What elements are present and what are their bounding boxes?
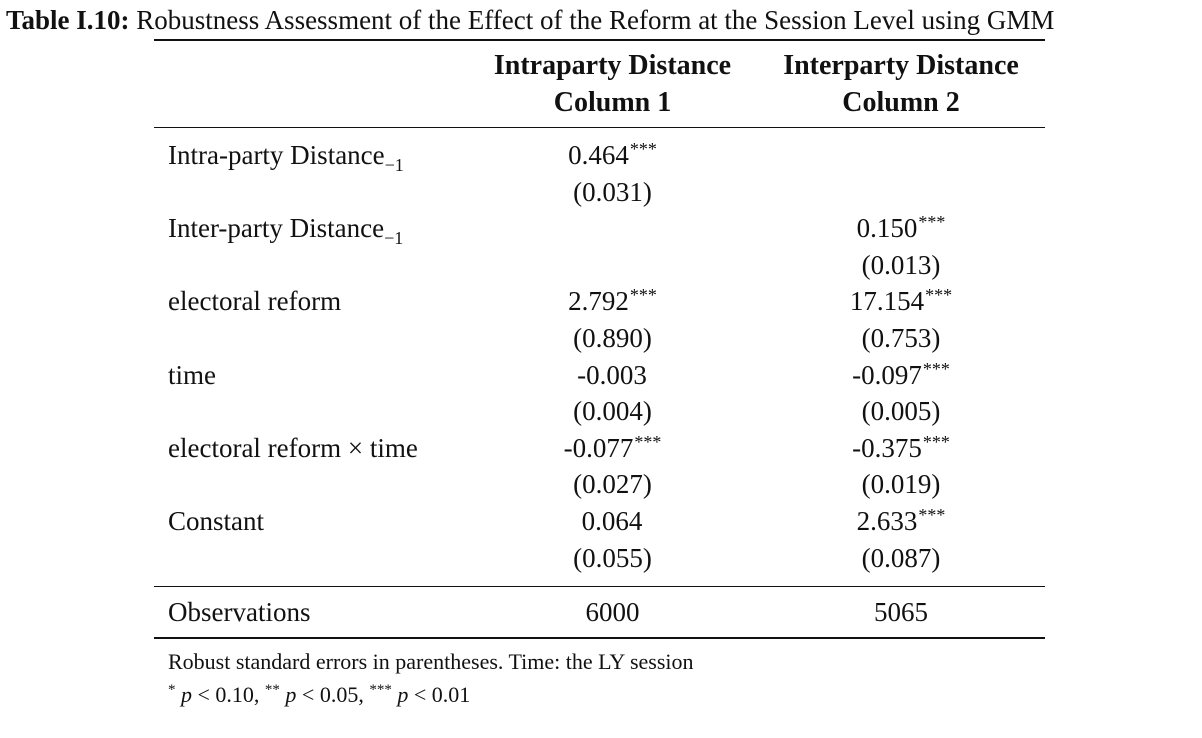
significance-stars: ***	[629, 285, 657, 306]
observations-cell: 6000	[585, 597, 640, 627]
observations-row: Observations 6000 5065	[154, 592, 1045, 632]
top-rule	[154, 39, 1045, 41]
significance-stars: ***	[922, 431, 950, 452]
column-header-1-name: Intraparty Distance	[493, 50, 732, 81]
significance-stars: ***	[918, 212, 946, 233]
coef-cell: -0.077***	[563, 431, 662, 463]
coef-cell: -0.003	[577, 359, 647, 390]
row-label: time	[168, 359, 216, 390]
coef-cell: 0.064	[581, 505, 643, 536]
table-notes: Robust standard errors in parentheses. T…	[168, 645, 694, 715]
table-row: Intra-party Distance−1 0.464***	[154, 137, 1045, 177]
coef-cell	[470, 210, 755, 250]
row-label: electoral reform	[168, 286, 342, 317]
table-row-se: (0.013)	[154, 247, 1045, 284]
se-cell: (0.013)	[861, 249, 941, 280]
table-caption-text: Robustness Assessment of the Effect of t…	[136, 5, 1055, 35]
significance-legend: * p < 0.10, ** p < 0.05, *** p < 0.01	[168, 682, 471, 707]
observations-label: Observations	[168, 597, 311, 627]
coef-cell: 0.150***	[856, 212, 946, 244]
se-cell: (0.753)	[861, 322, 941, 353]
legend-threshold: < 0.10	[197, 682, 254, 707]
se-cell: (0.890)	[573, 322, 652, 353]
row-label: Constant	[168, 505, 265, 536]
table-row-se: (0.031)	[154, 174, 1045, 211]
table-row-se: (0.055) (0.087)	[154, 540, 1045, 577]
legend-p: p	[397, 682, 409, 707]
table-row: electoral reform 2.792*** 17.154***	[154, 283, 1045, 320]
observations-cell: 5065	[874, 597, 928, 627]
row-label: electoral reform × time	[168, 432, 418, 463]
coef-cell: 2.633***	[856, 504, 946, 536]
column-header-2-name: Interparty Distance	[783, 50, 1019, 81]
table-body: Intra-party Distance−1 0.464*** (0.031) …	[154, 137, 1045, 576]
significance-stars: ***	[922, 358, 950, 379]
bottom-rule	[154, 637, 1045, 639]
coef-cell: -0.097***	[852, 358, 950, 390]
legend-stars: ***	[369, 682, 392, 698]
coef-cell: 0.464***	[568, 139, 657, 170]
coef-cell: -0.375***	[852, 431, 950, 463]
header-rule	[154, 127, 1045, 128]
se-cell: (0.087)	[861, 542, 941, 573]
table-row: Constant 0.064 2.633***	[154, 503, 1045, 540]
se-cell: (0.005)	[861, 396, 941, 427]
notes-line: Robust standard errors in parentheses. T…	[168, 649, 694, 674]
table-row: Inter-party Distance−1 0.150***	[154, 210, 1045, 250]
legend-threshold: < 0.05	[301, 682, 359, 707]
row-label-subscript: −1	[384, 155, 404, 175]
se-cell: (0.055)	[573, 542, 652, 573]
table-row: time -0.003 -0.097***	[154, 357, 1045, 394]
coef-cell: 17.154***	[849, 285, 953, 317]
significance-stars: ***	[634, 431, 662, 452]
table-row-se: (0.027) (0.019)	[154, 466, 1045, 503]
significance-stars: ***	[629, 139, 657, 159]
legend-p: p	[285, 682, 297, 707]
column-header-2: Interparty Distance Column 2	[760, 47, 1042, 121]
row-label: Intra-party Distance−1	[168, 140, 404, 175]
significance-stars: ***	[918, 504, 946, 525]
table-row: electoral reform × time -0.077*** -0.375…	[154, 430, 1045, 467]
coef-cell: 2.792***	[568, 285, 657, 317]
column-header-2-number: Column 2	[842, 87, 960, 118]
legend-stars: **	[264, 682, 280, 698]
legend-p: p	[181, 682, 192, 707]
legend-stars: *	[168, 682, 176, 698]
row-label: Inter-party Distance−1	[168, 213, 404, 249]
se-cell: (0.004)	[573, 396, 652, 427]
table-row-se: (0.890) (0.753)	[154, 320, 1045, 357]
se-cell: (0.019)	[861, 469, 941, 500]
table-caption: Table I.10: Robustness Assessment of the…	[6, 4, 1054, 36]
significance-stars: ***	[925, 285, 953, 306]
se-cell: (0.031)	[573, 176, 652, 207]
table-caption-label: Table I.10:	[6, 5, 130, 35]
coef-cell	[760, 137, 1042, 177]
column-header-1-number: Column 1	[553, 87, 672, 118]
row-label-subscript: −1	[384, 228, 404, 249]
column-header-1: Intraparty Distance Column 1	[470, 47, 755, 121]
observations-rule	[154, 586, 1045, 587]
legend-threshold: < 0.01	[413, 682, 471, 707]
se-cell: (0.027)	[573, 469, 652, 500]
table-row-se: (0.004) (0.005)	[154, 393, 1045, 430]
